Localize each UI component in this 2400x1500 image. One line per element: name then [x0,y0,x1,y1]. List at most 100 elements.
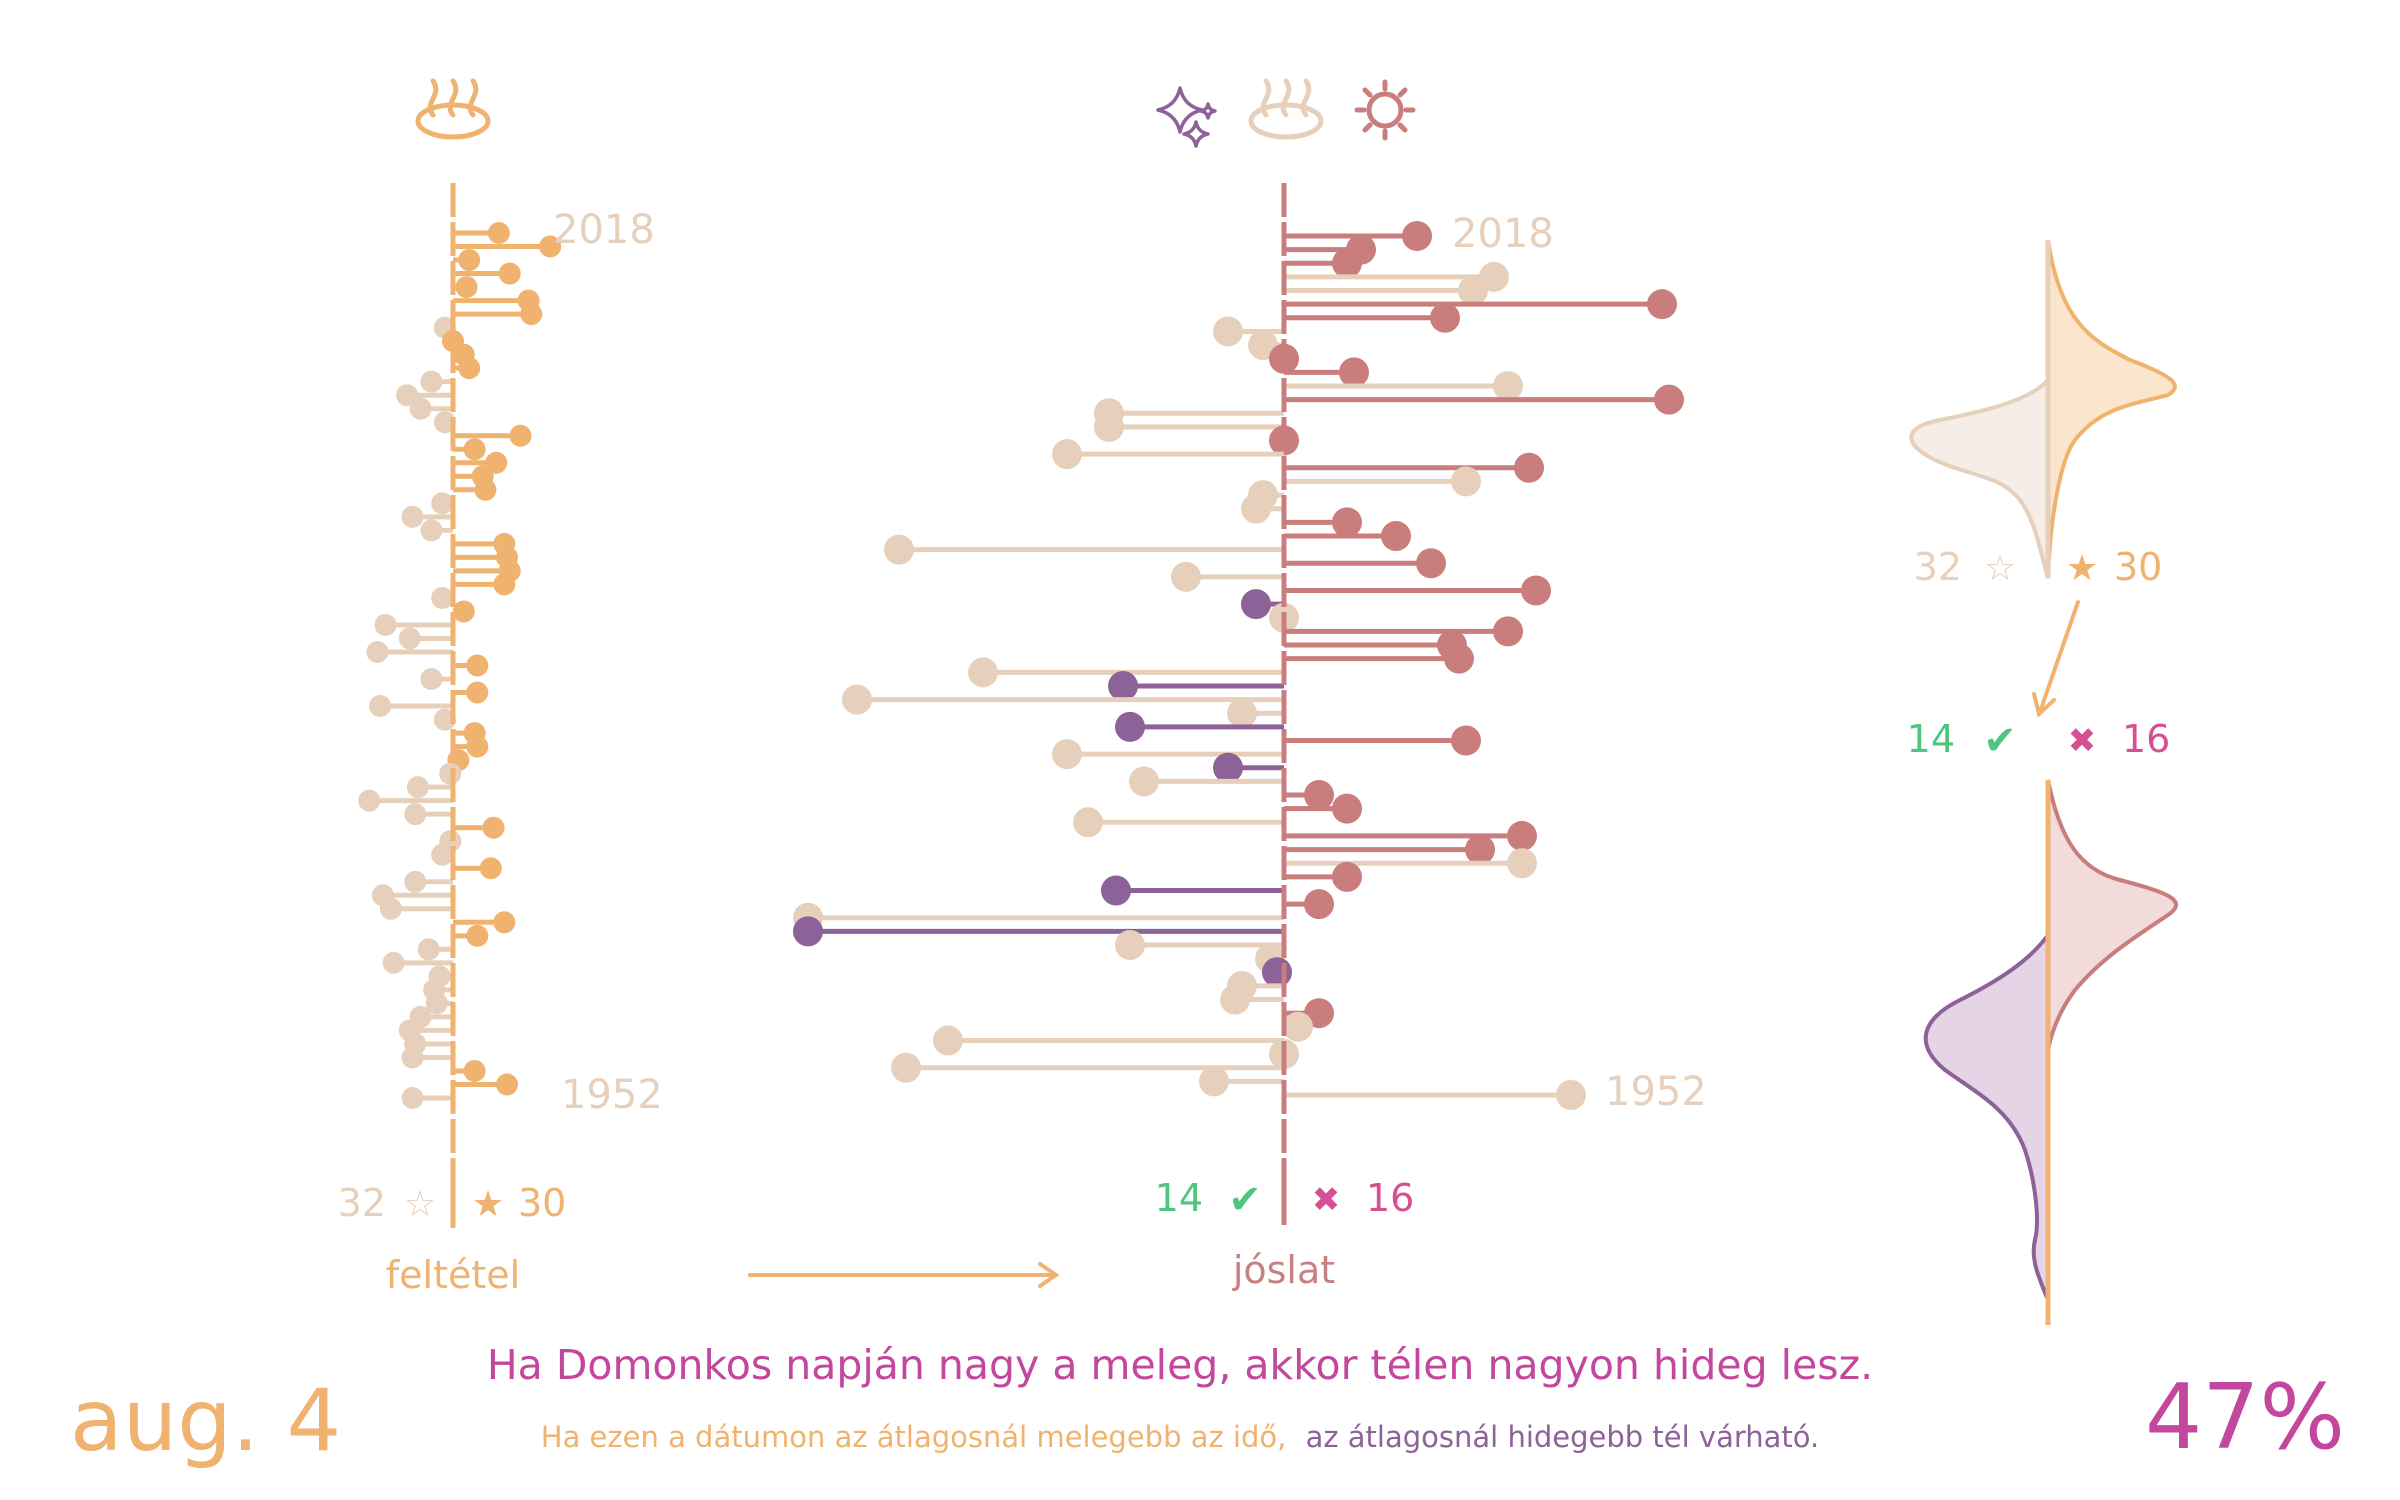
condition-lollipop-point [452,600,475,623]
condition-lollipop-point [417,938,440,961]
forecast-lollipop-point [1052,439,1082,470]
sun-icon [1354,79,1416,141]
forecast-lollipop-point [1213,752,1243,783]
forecast-lollipop-point [1430,302,1460,333]
hot-spring-icon [415,78,491,140]
side-count-warm: 30 [2114,545,2162,589]
date-label: aug. 4 [70,1371,341,1471]
condition-lollipop-point [485,451,508,474]
forecast-year-bottom: 1952 [1605,1069,1707,1115]
forecast-lollipop-point [1507,820,1537,851]
condition-lollipop-point [466,654,489,677]
flow-arrow [748,1262,1060,1288]
condition-lollipop-point [431,843,454,866]
forecast-lollipop-point [1304,889,1334,920]
saying-headline: Ha Domonkos napján nagy a meleg, akkor t… [487,1341,1873,1389]
forecast-lollipop-point [1381,520,1411,551]
condition-lollipop-point [458,357,481,380]
condition-lollipop-point [509,424,532,447]
condition-count-cold: 32 [338,1181,386,1225]
condition-lollipop-point [401,1087,424,1109]
condition-lollipop-point [382,951,405,974]
forecast-count-miss: 16 [1366,1176,1414,1220]
hot-spring-icon [1248,78,1324,140]
forecast-lollipop-point [1458,275,1488,306]
forecast-lollipop-point [1507,848,1537,879]
condition-lollipop-point [431,586,454,609]
forecast-lollipop-point [1262,957,1292,988]
forecast-lollipop-point [1073,807,1103,838]
forecast-lollipop-point [1101,875,1131,906]
side-cross-icon: ✖ [2068,721,2097,761]
condition-lollipop-point [463,438,486,461]
forecast-lollipop-point [1332,861,1362,892]
forecast-lollipop-point [1241,493,1271,524]
forecast-lollipop-point [1283,1011,1313,1042]
condition-lollipop-point [431,492,454,515]
explanation-forecast: az átlagosnál hidegebb tél várható. [1306,1420,1820,1454]
condition-lollipop-point [379,897,402,920]
condition-lollipop-point [420,519,443,542]
forecast-lollipop-point [1493,370,1523,401]
condition-lollipop-point [539,235,562,258]
forecast-lollipop-point [1220,984,1250,1015]
condition-lollipop-point [466,735,489,758]
forecast-count-hit: 14 [1155,1176,1203,1220]
forecast-lollipop-point [842,684,872,715]
condition-lollipop-point [487,222,510,244]
condition-label: feltétel [386,1253,520,1297]
forecast-lollipop-point [1241,589,1271,620]
forecast-distribution [1923,779,2178,1325]
side-flow-arrow [2032,600,2080,718]
saying-explanation: Ha ezen a dátumon az átlagosnál melegebb… [541,1420,1819,1454]
condition-star-full-icon: ★ [472,1184,504,1225]
forecast-lollipop-point [1108,670,1138,701]
forecast-lollipop-point [884,534,914,565]
condition-year-bottom: 1952 [561,1072,663,1118]
condition-lollipop-point [420,370,443,393]
condition-lollipop-point [482,816,505,839]
condition-lollipop-point [520,303,543,326]
condition-lollipop-point [366,640,389,663]
side-check-icon: ✔ [1983,718,2017,764]
forecast-lollipop-point [1115,711,1145,742]
condition-lollipop-point [466,924,489,947]
condition-lollipop-point [398,627,421,650]
forecast-lollipop-point [933,1025,963,1056]
condition-lollipop-point [401,505,424,528]
side-count-miss: 16 [2122,717,2170,761]
condition-year-top: 2018 [553,207,655,253]
forecast-lollipop-point [1129,766,1159,797]
accuracy-percent: 47% [2145,1365,2345,1470]
forecast-label: jóslat [1232,1248,1335,1292]
forecast-lollipop-point [1521,575,1551,606]
forecast-year-top: 2018 [1452,211,1554,257]
forecast-lollipop-point [1332,507,1362,538]
side-star-empty-icon: ☆ [1984,548,2016,589]
forecast-lollipop-point [1304,780,1334,811]
condition-distribution [1909,239,2177,579]
condition-lollipop-point [425,992,448,1015]
forecast-lollipop-point [1171,561,1201,592]
condition-lollipop-series [358,222,562,1109]
condition-lollipop-point [479,857,502,880]
condition-lollipop-point [493,911,516,934]
condition-lollipop-point [498,262,521,285]
forecast-lollipop-point [1115,930,1145,961]
forecast-lollipop-point [1052,739,1082,770]
explanation-condition: Ha ezen a dátumon az átlagosnál melegebb… [541,1420,1287,1454]
condition-lollipop-point [433,411,456,434]
condition-lollipop-point [439,762,462,785]
condition-lollipop-point [404,870,427,893]
condition-lollipop-point [409,397,432,420]
forecast-lollipop-point [1416,548,1446,579]
forecast-lollipop-point [1556,1080,1586,1110]
forecast-lollipop-point [1227,698,1257,729]
side-count-cold: 32 [1914,545,1962,589]
condition-lollipop-point [455,276,478,299]
forecast-lollipop-point [1402,221,1432,251]
condition-lollipop-point [493,573,516,596]
forecast-lollipop-point [968,657,998,688]
forecast-lollipop-point [1332,793,1362,824]
